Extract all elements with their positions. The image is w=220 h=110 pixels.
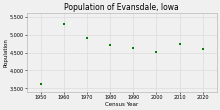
Point: [39, 83, 43, 85]
Point: [108, 44, 112, 46]
Point: [178, 43, 181, 45]
Point: [85, 37, 89, 39]
Title: Population of Evansdale, Iowa: Population of Evansdale, Iowa: [64, 4, 179, 12]
X-axis label: Census Year: Census Year: [105, 102, 138, 106]
Y-axis label: Population: Population: [4, 38, 9, 67]
Point: [132, 48, 135, 49]
Point: [62, 23, 66, 25]
Point: [155, 51, 158, 53]
Point: [201, 48, 204, 50]
